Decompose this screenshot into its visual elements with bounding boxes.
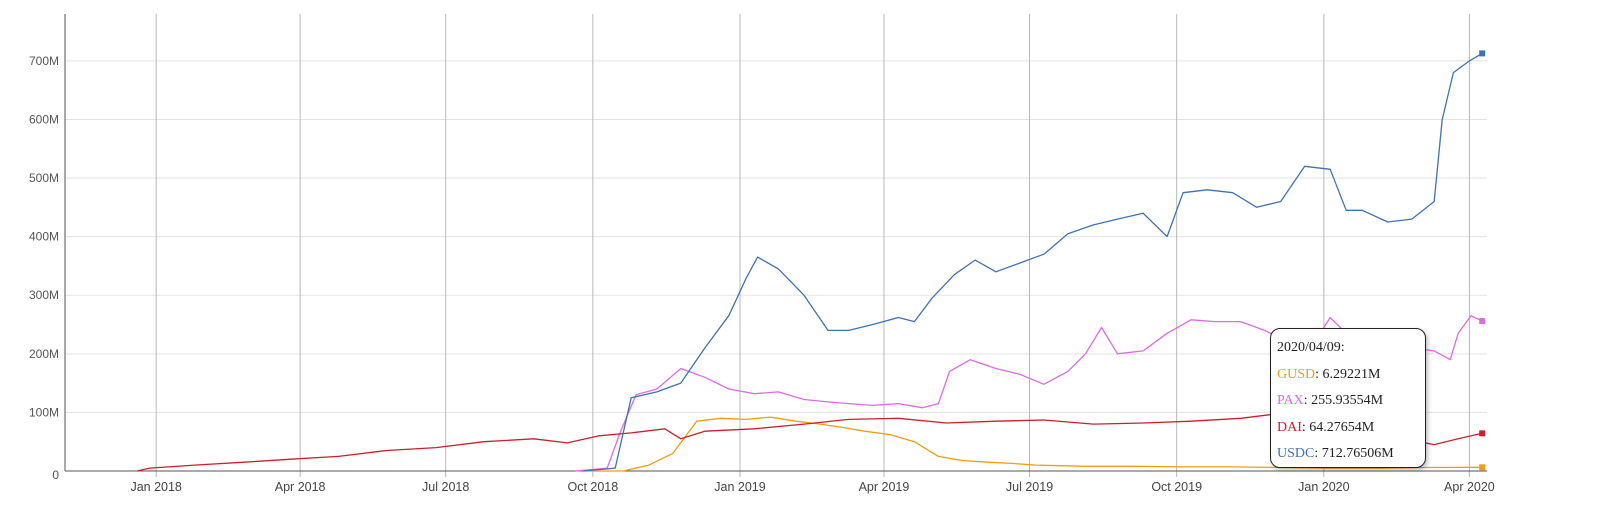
- y-tick-label: 300M: [29, 288, 59, 302]
- axis-layer: 0 100M 200M 300M 400M 500M 600M 700M Jan 2018 Apr…: [29, 14, 1495, 494]
- x-tick-label: Apr 2020: [1444, 480, 1495, 494]
- x-tick-label: Jan 2018: [130, 480, 181, 494]
- series-endpoint-gusd: [1479, 464, 1486, 471]
- series-endpoint-dai: [1479, 430, 1486, 437]
- x-tick-label: Jul 2019: [1006, 480, 1053, 494]
- tooltip-series-name: PAX: [1277, 393, 1304, 408]
- tooltip-series-name: USDC: [1277, 446, 1315, 461]
- y-tick-label: 700M: [29, 54, 59, 68]
- tooltip-row-gusd: GUSD: 6.29221M: [1277, 364, 1425, 391]
- grid-layer: [65, 14, 1487, 477]
- series-line-usdc: [583, 52, 1483, 472]
- series-endpoint-pax: [1479, 318, 1486, 325]
- tooltip-series-name: DAI: [1277, 419, 1302, 435]
- tooltip-series-value: : 255.93554M: [1303, 393, 1384, 408]
- x-tick-label: Apr 2019: [859, 480, 910, 494]
- tooltip-series-value: : 712.76506M: [1314, 446, 1394, 461]
- y-tick-label: 100M: [29, 405, 59, 419]
- tooltip-row-dai: DAI: 64.27654M: [1277, 417, 1425, 444]
- series-line-gusd: [583, 416, 1483, 472]
- tooltip-series-value: : 6.29221M: [1315, 366, 1381, 382]
- tooltip-row-pax: PAX: 255.93554M: [1277, 390, 1425, 417]
- tooltip-series-value: : 64.27654M: [1301, 419, 1375, 435]
- x-tick-label: Apr 2018: [275, 480, 326, 494]
- y-tick-label: 0: [52, 468, 59, 482]
- x-tick-label: Oct 2018: [567, 480, 618, 494]
- series-endpoint-usdc: [1479, 50, 1486, 57]
- x-tick-label: Oct 2019: [1151, 480, 1202, 494]
- tooltip-row-usdc: USDC: 712.76506M: [1277, 443, 1425, 470]
- tooltip-series-name: GUSD: [1277, 366, 1316, 382]
- hover-tooltip: 2020/04/09: GUSD: 6.29221M PAX: 255.9355…: [1270, 328, 1426, 468]
- y-tick-label: 200M: [29, 347, 59, 361]
- y-tick-label: 400M: [29, 230, 59, 244]
- y-tick-label: 500M: [29, 171, 59, 185]
- tooltip-date: 2020/04/09:: [1277, 340, 1345, 355]
- marker-layer: [1479, 50, 1486, 471]
- y-tick-label: 600M: [29, 112, 59, 126]
- x-tick-label: Jul 2018: [422, 480, 469, 494]
- x-tick-label: Jan 2019: [714, 480, 765, 494]
- x-tick-label: Jan 2020: [1298, 480, 1349, 494]
